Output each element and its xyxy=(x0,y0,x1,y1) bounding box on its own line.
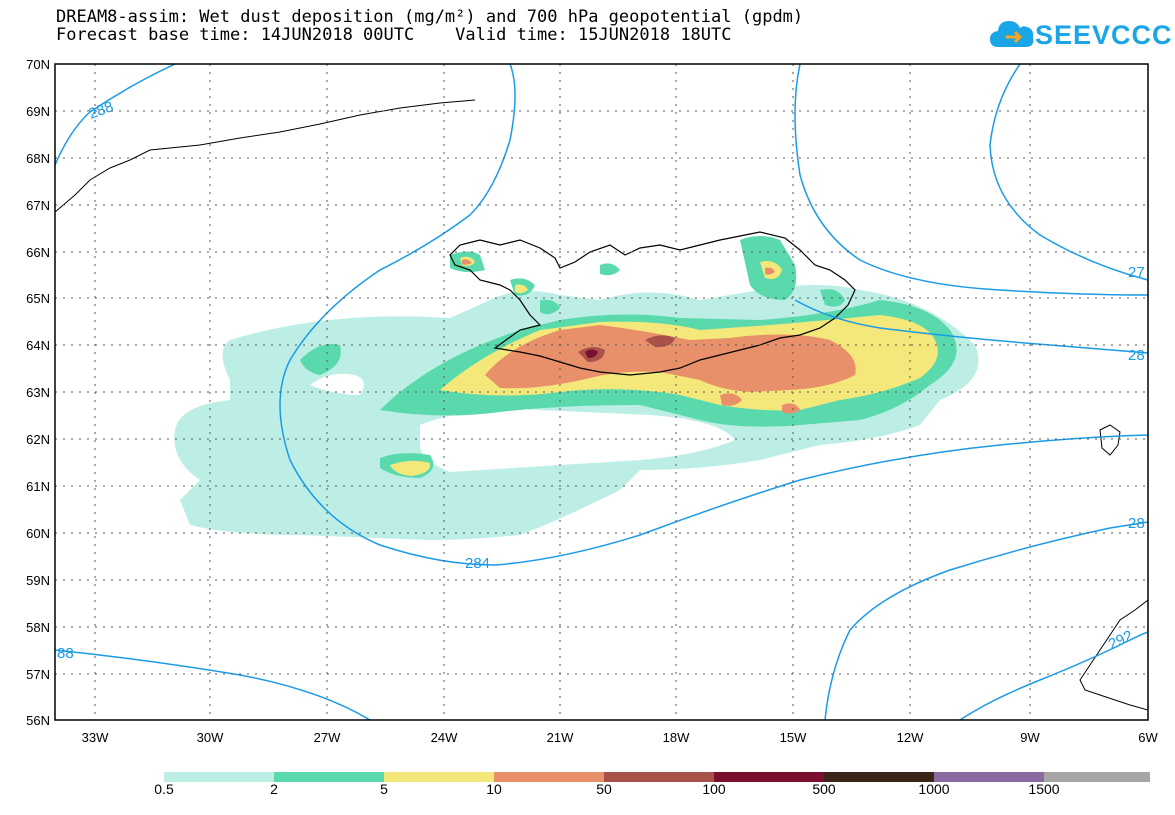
latitude-labels: 70N 69N 68N 67N 66N 65N 64N 63N 62N 61N … xyxy=(26,57,50,728)
lon-label: 12W xyxy=(897,730,924,745)
colorbar-label: 100 xyxy=(702,781,726,797)
colorbar-label: 0.5 xyxy=(154,781,174,797)
geopotential-contours xyxy=(55,64,1148,720)
contour-label: 288 xyxy=(86,98,115,123)
colorbar-segment xyxy=(164,772,274,782)
contour-label: 28 xyxy=(1128,347,1145,364)
colorbar-segment xyxy=(934,772,1044,782)
lat-label: 64N xyxy=(26,338,50,353)
lat-label: 62N xyxy=(26,432,50,447)
colorbar-label: 5 xyxy=(380,781,388,797)
lat-label: 63N xyxy=(26,385,50,400)
map-area: 288 27 28 284 28 292 88 xyxy=(55,64,1148,720)
no-deposition-gap xyxy=(420,409,735,472)
colorbar-segment xyxy=(714,772,824,782)
colorbar-segment xyxy=(384,772,494,782)
lon-label: 27W xyxy=(314,730,341,745)
cloud-icon xyxy=(990,21,1034,47)
lat-label: 68N xyxy=(26,151,50,166)
iceland-coastline xyxy=(449,231,856,376)
seevccc-logo xyxy=(990,15,1140,59)
lat-label: 59N xyxy=(26,573,50,588)
lat-label: 60N xyxy=(26,526,50,541)
lat-label: 61N xyxy=(26,479,50,494)
contour-label: 284 xyxy=(465,555,490,572)
graticule xyxy=(55,64,1148,720)
map-title: DREAM8-assim: Wet dust deposition (mg/m²… xyxy=(56,7,804,27)
colorbar-segment xyxy=(824,772,934,782)
colorbar-segment xyxy=(494,772,604,782)
lon-label: 6W xyxy=(1138,730,1158,745)
lon-label: 33W xyxy=(82,730,109,745)
logo-text: SEEVCCC xyxy=(1035,20,1173,50)
lon-label: 9W xyxy=(1020,730,1040,745)
lon-label: 21W xyxy=(547,730,574,745)
colorbar-segment xyxy=(1044,772,1150,782)
map-frame xyxy=(54,63,1149,721)
forecast-times: Forecast base time: 14JUN2018 00UTC Vali… xyxy=(56,25,732,45)
colorbar-label: 50 xyxy=(596,781,612,797)
contour-label: 88 xyxy=(57,645,74,662)
contour-label: 28 xyxy=(1128,515,1145,532)
lat-label: 67N xyxy=(26,198,50,213)
lat-label: 66N xyxy=(26,245,50,260)
faroe-islands xyxy=(1099,424,1121,456)
lat-label: 65N xyxy=(26,291,50,306)
lat-label: 70N xyxy=(26,57,50,72)
longitude-labels: 33W 30W 27W 24W 21W 18W 15W 12W 9W 6W xyxy=(82,730,1159,745)
greenland-coastline xyxy=(55,99,476,213)
lat-label: 57N xyxy=(26,667,50,682)
lon-label: 18W xyxy=(663,730,690,745)
deposition-100-area xyxy=(585,349,598,358)
lon-label: 24W xyxy=(431,730,458,745)
lon-label: 15W xyxy=(780,730,807,745)
colorbar-label: 1500 xyxy=(1028,781,1060,797)
lat-label: 56N xyxy=(26,713,50,728)
colorbar-segment xyxy=(604,772,714,782)
colorbar-label: 2 xyxy=(270,781,278,797)
lon-label: 30W xyxy=(197,730,224,745)
colorbar-segment xyxy=(274,772,384,782)
deposition-10-area xyxy=(462,259,856,414)
colorbar-label: 10 xyxy=(486,781,502,797)
lat-label: 58N xyxy=(26,620,50,635)
colorbar-label: 500 xyxy=(812,781,836,797)
lat-label: 69N xyxy=(26,104,50,119)
contour-label: 27 xyxy=(1128,264,1145,281)
scotland-coastline xyxy=(1079,599,1148,711)
contour-label: 292 xyxy=(1106,627,1136,653)
colorbar-label: 1000 xyxy=(918,781,950,797)
